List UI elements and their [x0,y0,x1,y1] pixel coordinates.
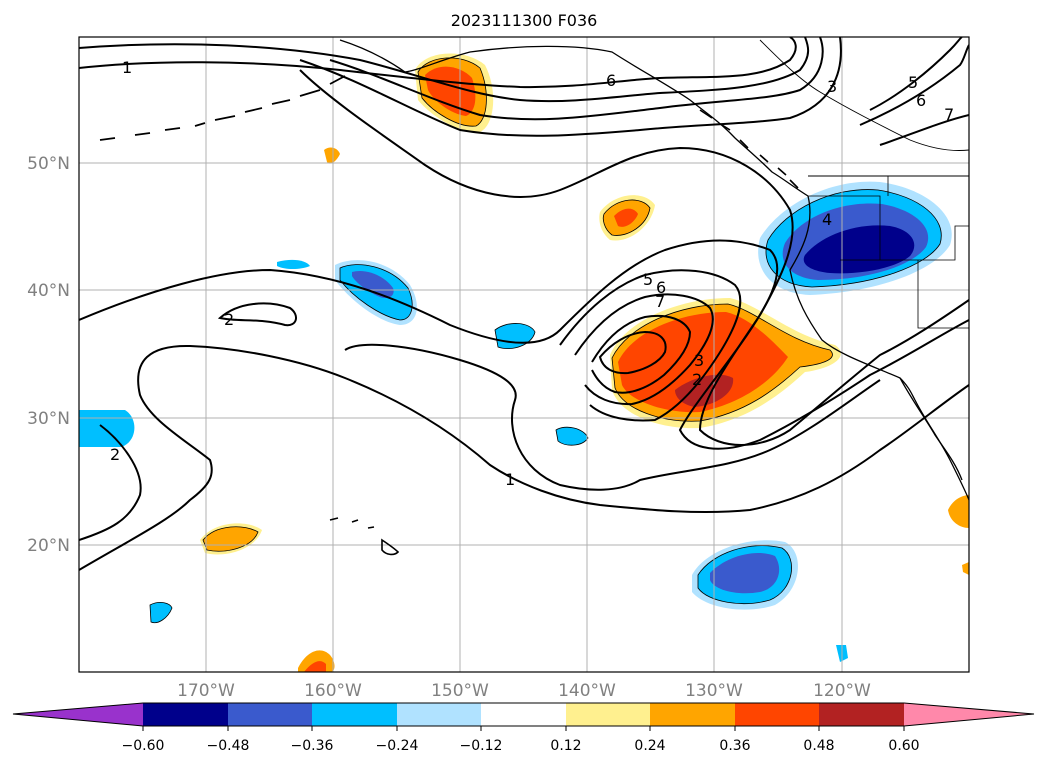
contour-ridge-2 [217,302,297,327]
contour-label: 2 [110,445,120,464]
alaska-coast [339,39,809,197]
colorbar-bin [819,703,904,726]
height-contours [79,37,969,571]
contour-outer-north [79,37,797,89]
colorbar-tick-label: −0.48 [207,738,250,754]
contour-trough-5 [591,314,692,394]
canada-coast-islands [699,109,799,189]
state-borders [808,176,969,329]
colorbar-bin [735,703,819,726]
colorbar-tick-label: 0.48 [803,738,834,754]
longitude-labels: 170°W 160°W 150°W 140°W 130°W 120°W [177,681,871,701]
contour-north-3 [329,37,824,121]
contour-label: 6 [606,71,616,90]
colorbar-tick-labels: −0.60 −0.48 −0.36 −0.24 −0.12 0.12 0.24 … [122,738,920,754]
colorbar-bin [312,703,397,726]
lon-label-150w: 150°W [431,681,489,701]
mexico-coast [914,399,969,501]
contour-label: 6 [916,91,926,110]
contour-2-loop [344,343,881,491]
contour-label: 2 [692,370,702,389]
positive-anomaly-fills [200,53,969,672]
contour-label: 5 [908,73,918,92]
contour-ne-3 [879,114,969,146]
colorbar-extend-max [904,703,1034,726]
contour-ne-2 [859,44,969,126]
anomaly-blob-east-pacific [610,298,841,429]
latitude-labels: 50°N 40°N 30°N 20°N [27,154,70,556]
contour-ne-1 [869,37,963,111]
colorbar-tick-label: −0.36 [291,738,334,754]
lat-lon-grid [79,37,969,672]
colorbar-tick-label: −0.12 [460,738,503,754]
lon-label-130w: 130°W [685,681,743,701]
lat-label-30n: 30°N [27,409,70,429]
contour-1-south [79,344,969,571]
contour-north-4 [299,37,842,137]
colorbar-bin [228,703,312,726]
colorbar: −0.60 −0.48 −0.36 −0.24 −0.12 0.12 0.24 … [12,702,1035,754]
contour-label: 5 [643,270,653,289]
contour-label: 1 [505,470,515,489]
contour-north-2 [79,37,810,103]
map-title: 2023111300 F036 [451,11,598,30]
canadian-interior [759,39,969,151]
hawaii-islands [329,517,400,556]
anomaly-blob-subtropical [692,540,798,610]
lon-label-120w: 120°W [813,681,871,701]
lat-label-20n: 20°N [27,536,70,556]
colorbar-tick-label: −0.60 [122,738,165,754]
lat-label-50n: 50°N [27,154,70,174]
contour-label: 3 [827,77,837,96]
aleutian-islands [99,75,346,141]
colorbar-bin [566,703,650,726]
colorbar-tick-label: 0.36 [719,738,750,754]
contour-label: 3 [694,351,704,370]
contour-trough-outer [299,69,969,446]
colorbar-tick-label: 0.60 [888,738,919,754]
colorbar-ticks [142,726,905,731]
coastlines [99,39,969,556]
colorbar-bin [481,703,566,726]
colorbar-bin [397,703,481,726]
colorbar-tick-label: 0.12 [550,738,581,754]
contour-label: 4 [822,210,832,229]
lat-label-40n: 40°N [27,281,70,301]
contour-labels: 1 2 6 3 5 6 7 4 5 6 7 3 2 2 1 [110,58,954,489]
colorbar-tick-label: 0.24 [634,738,665,754]
contour-label: 1 [122,58,132,77]
lon-label-170w: 170°W [177,681,235,701]
contour-low-center [598,330,667,375]
colorbar-tick-label: −0.24 [376,738,419,754]
anomaly-outlines [149,57,942,624]
contour-trough-2 [79,239,969,450]
map-panel: 1 2 6 3 5 6 7 4 5 6 7 3 2 2 1 [79,37,969,672]
lon-label-160w: 160°W [304,681,362,701]
map-frame [78,36,970,673]
contour-label: 2 [224,310,234,329]
contour-trough-4 [574,293,714,406]
contour-label: 7 [944,105,954,124]
colorbar-bin [143,703,228,726]
contour-label: 7 [655,292,665,311]
contour-1-west [79,424,142,541]
lon-label-140w: 140°W [558,681,616,701]
contour-label: 6 [656,278,666,297]
colorbar-extend-min [13,703,143,726]
colorbar-bin [650,703,735,726]
contour-trough-3 [559,269,742,422]
west-coast-us [789,195,916,401]
